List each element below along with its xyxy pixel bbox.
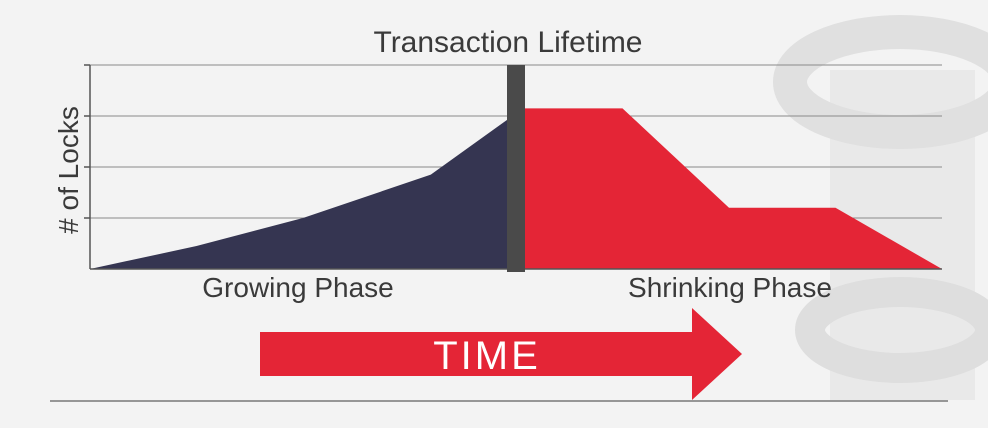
time-arrow-shape [260,308,742,400]
growing-phase-area [90,113,516,269]
series-areas [90,108,942,269]
time-arrow: TIME [260,308,742,400]
y-axis-label: # of Locks [53,106,84,234]
time-arrow-label: TIME [433,334,541,378]
shrinking-phase-area [516,108,942,269]
shrinking-phase-label: Shrinking Phase [628,272,832,303]
lock-point-bar [507,65,525,272]
growing-phase-label: Growing Phase [202,272,393,303]
chart-title: Transaction Lifetime [373,26,642,59]
